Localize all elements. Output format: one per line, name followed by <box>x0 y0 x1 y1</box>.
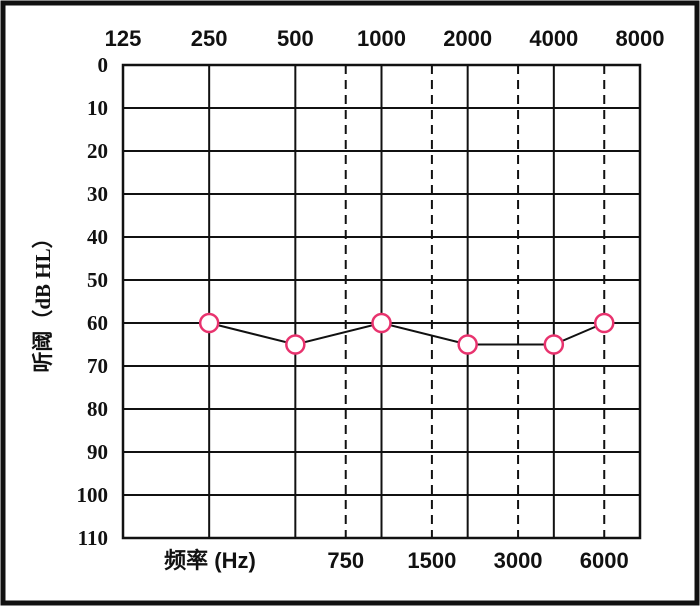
x-tick-label: 750 <box>327 548 364 573</box>
x-tick-label: 125 <box>105 26 142 51</box>
data-point <box>457 334 478 355</box>
y-tick-label: 110 <box>78 526 108 550</box>
x-tick-label: 6000 <box>580 548 629 573</box>
y-tick-label: 40 <box>87 225 108 249</box>
data-point <box>593 312 615 334</box>
y-tick-label: 20 <box>87 139 108 163</box>
y-tick-label: 30 <box>87 182 108 206</box>
y-tick-label: 90 <box>87 440 108 464</box>
y-tick-label: 50 <box>87 268 108 292</box>
x-tick-label: 3000 <box>494 548 543 573</box>
x-tick-label: 250 <box>191 26 228 51</box>
x-tick-label: 4000 <box>529 26 578 51</box>
data-point <box>198 312 220 334</box>
y-tick-label: 80 <box>87 397 108 421</box>
y-tick-label: 60 <box>87 311 108 335</box>
data-point <box>543 334 565 355</box>
data-point <box>371 312 392 334</box>
x-tick-label: 1500 <box>407 548 456 573</box>
data-point <box>285 334 306 355</box>
x-tick-label: 8000 <box>616 26 665 51</box>
plot-frame <box>121 63 642 540</box>
x-axis-label: 频率 (Hz) <box>164 548 256 573</box>
y-tick-label: 0 <box>98 53 109 77</box>
y-tick-label: 100 <box>77 483 109 507</box>
y-tick-label: 70 <box>87 354 108 378</box>
x-tick-label: 500 <box>277 26 314 51</box>
x-tick-label: 1000 <box>357 26 406 51</box>
y-axis-label: 听阈（dB HL） <box>31 227 55 372</box>
y-tick-label: 10 <box>87 96 108 120</box>
x-tick-label: 2000 <box>443 26 492 51</box>
